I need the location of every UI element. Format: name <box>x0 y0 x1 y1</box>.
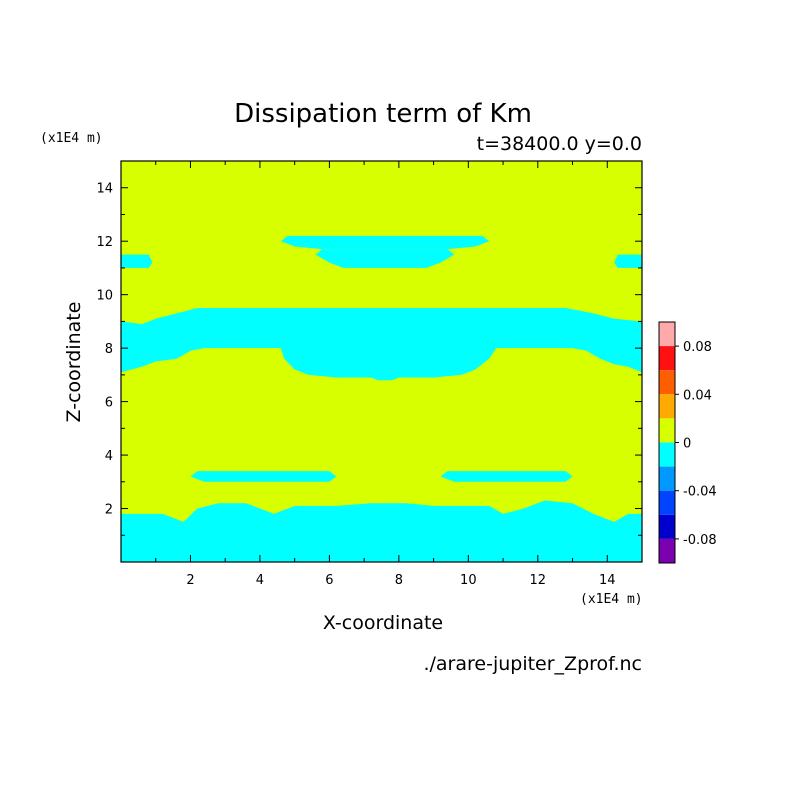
colorbar-swatch <box>659 394 675 419</box>
colorbar-tick-label: 0.04 <box>683 388 712 403</box>
x-axis-label: X-coordinate <box>323 612 443 634</box>
y-tick-label: 6 <box>105 396 113 411</box>
colorbar-swatch <box>659 514 675 539</box>
x-axis-ticks: 2 4 6 8 10 12 14 <box>155 161 616 588</box>
colorbar-swatch <box>659 490 675 515</box>
colorbar-swatch <box>659 418 675 443</box>
chart-title: Dissipation term of Km <box>234 99 532 129</box>
y-unit-label: (x1E4 m) <box>40 131 103 146</box>
colorbar-tick-label: 0 <box>683 437 691 452</box>
contour-region-mid-right-notch <box>496 348 573 359</box>
chart-subtitle: t=38400.0 y=0.0 <box>477 133 642 155</box>
x-tick-label: 10 <box>460 573 477 588</box>
colorbar-tick-label: -0.04 <box>683 485 717 500</box>
contour-region-bottom-band <box>121 500 642 562</box>
colorbar-swatch <box>659 346 675 371</box>
x-tick-label: 8 <box>395 573 403 588</box>
y-axis-ticks: 2 4 6 8 10 12 14 <box>96 182 642 536</box>
x-tick-label: 4 <box>256 573 264 588</box>
contour-region-lower-left-lens <box>190 471 337 482</box>
contour-region-lower-right-lens <box>440 471 573 482</box>
contour-region-middle-band <box>121 308 642 381</box>
plot-frame <box>120 160 643 563</box>
colorbar-swatch <box>659 322 675 347</box>
plot-area <box>120 160 643 563</box>
colorbar-tick-label: -0.08 <box>683 533 717 548</box>
x-tick-label: 12 <box>530 573 547 588</box>
y-tick-label: 14 <box>96 182 113 197</box>
contour-region-left-edge-blob <box>121 254 153 268</box>
contour-region-right-edge-blob <box>614 254 642 268</box>
y-tick-label: 12 <box>96 235 113 250</box>
contour-region-upper-lens <box>280 235 490 250</box>
colorbar-swatch <box>659 538 675 563</box>
colorbar-tick-label: 0.08 <box>683 340 712 355</box>
source-file-label: ./arare-jupiter_Zprof.nc <box>423 653 642 675</box>
colorbar-swatch <box>659 370 675 395</box>
contour-region-mid-left-notch <box>211 348 281 359</box>
x-tick-label: 14 <box>599 573 616 588</box>
x-unit-label: (x1E4 m) <box>580 592 643 607</box>
colorbar-swatch <box>659 442 675 467</box>
y-tick-label: 4 <box>105 449 113 464</box>
y-tick-label: 2 <box>105 503 113 518</box>
colorbar-swatch <box>659 466 675 491</box>
y-tick-label: 8 <box>105 342 113 357</box>
colorbar: 0.08 0.04 0 -0.04 -0.08 <box>658 321 717 564</box>
x-tick-label: 2 <box>186 573 194 588</box>
y-axis-label: Z-coordinate <box>63 302 85 423</box>
contour-region-upper-lens-2 <box>315 249 455 268</box>
y-tick-label: 10 <box>96 289 113 304</box>
x-tick-label: 6 <box>325 573 333 588</box>
